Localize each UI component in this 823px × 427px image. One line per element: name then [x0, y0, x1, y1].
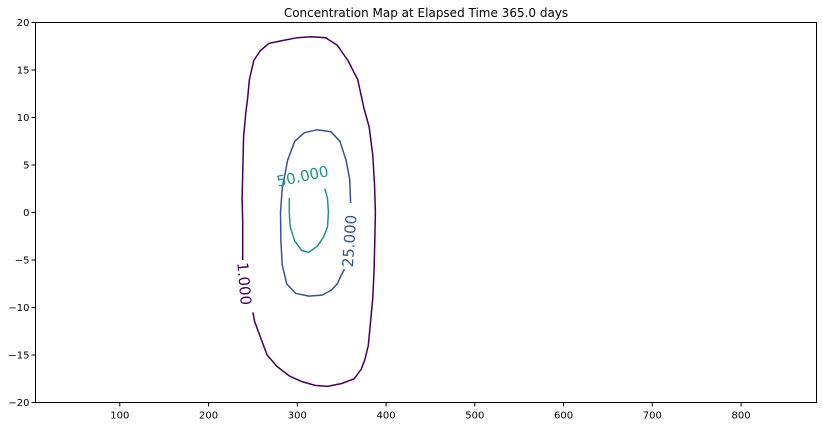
y-tick-label: −10 [8, 303, 29, 314]
contour-label-50: 50.000 [275, 162, 330, 191]
y-tick-label: 0 [23, 208, 29, 219]
contour-line-level-25 [279, 129, 352, 297]
x-tick-label: 600 [554, 411, 573, 422]
y-tick-label: −15 [8, 351, 29, 362]
y-tick-label: −5 [15, 256, 30, 267]
x-tick-label: 100 [110, 411, 129, 422]
y-tick-label: 10 [17, 113, 30, 124]
y-tick-label: 20 [17, 18, 30, 29]
x-axis: 100 200 300 400 500 600 700 800 [110, 402, 751, 422]
chart-title: Concentration Map at Elapsed Time 365.0 … [284, 6, 568, 20]
contour-line-level-50 [288, 188, 330, 254]
contour-label-25: 25.000 [339, 214, 361, 268]
plot-area-frame [35, 22, 817, 403]
x-tick-label: 800 [732, 411, 751, 422]
y-axis: −20 −15 −10 −5 0 5 10 15 20 [8, 18, 36, 409]
x-tick-label: 200 [199, 411, 218, 422]
contour-labels: 1.000 25.000 50.000 [233, 162, 360, 306]
x-tick-label: 700 [643, 411, 662, 422]
contour-line-level-1 [241, 36, 377, 388]
x-tick-label: 400 [377, 411, 396, 422]
x-tick-label: 300 [288, 411, 307, 422]
contour-lines [241, 36, 377, 388]
y-tick-label: 5 [23, 161, 29, 172]
contour-label-1: 1.000 [233, 262, 255, 306]
x-tick-label: 500 [465, 411, 484, 422]
y-tick-label: −20 [8, 398, 29, 409]
y-tick-label: 15 [17, 66, 30, 77]
